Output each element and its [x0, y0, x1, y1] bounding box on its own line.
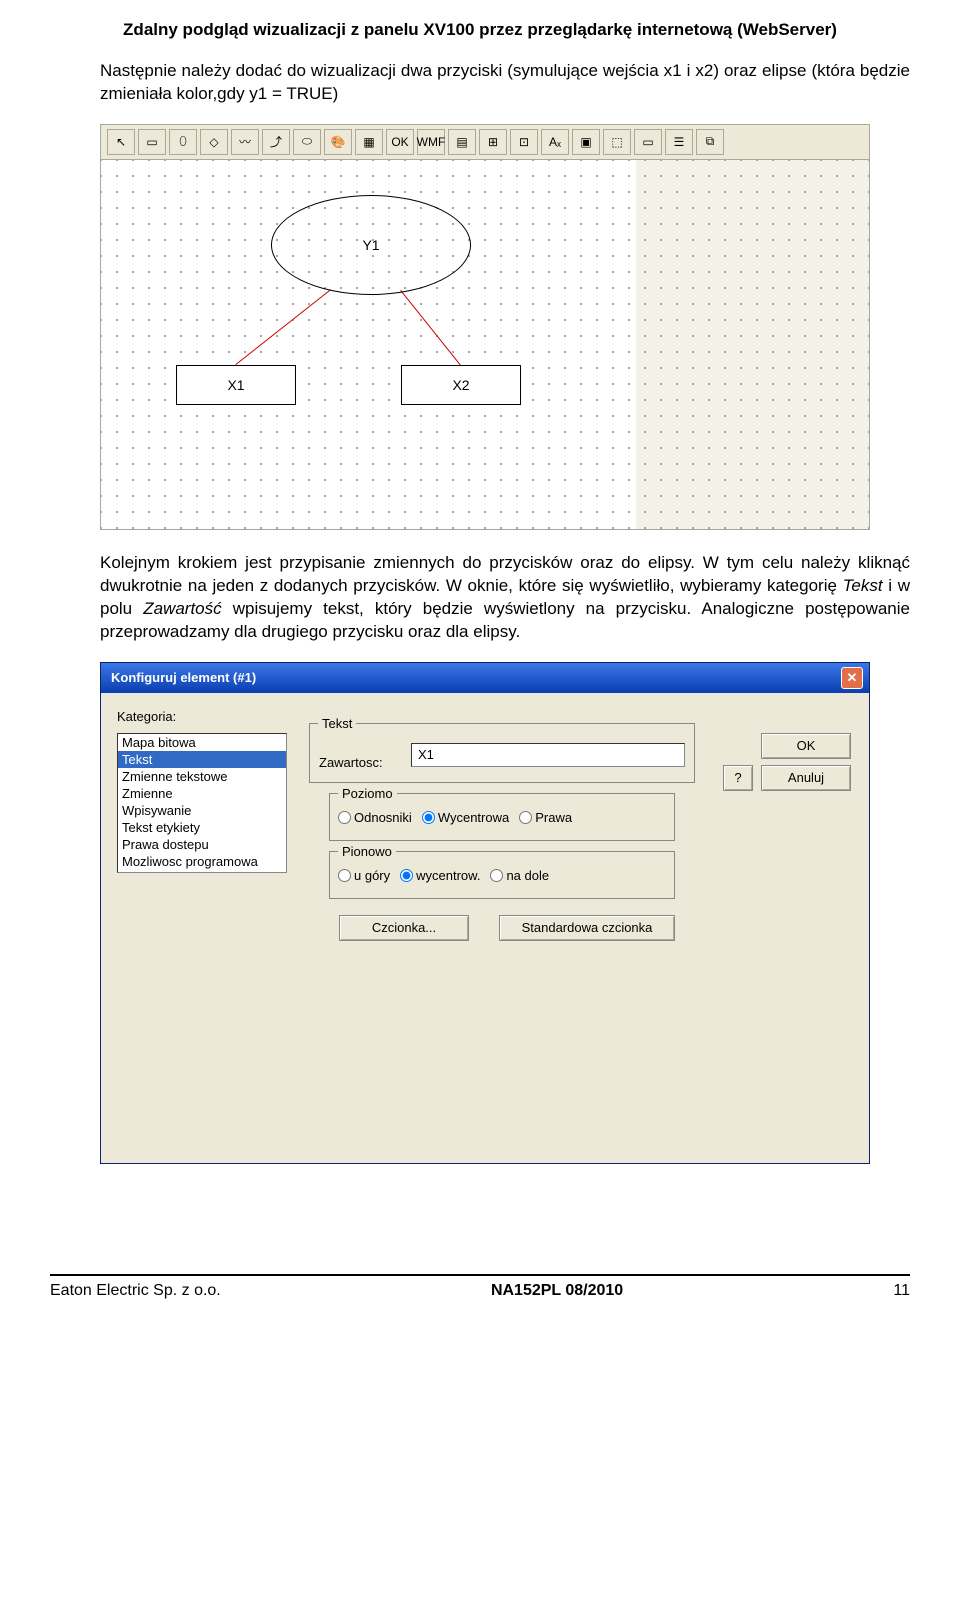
toolbar-btn-10[interactable]: WMF: [417, 129, 445, 155]
page-header: Zdalny podgląd wizualizacji z panelu XV1…: [50, 20, 910, 40]
toolbar-btn-17[interactable]: ▭: [634, 129, 662, 155]
config-dialog: Konfiguruj element (#1) ✕ Kategoria: Map…: [100, 662, 870, 1164]
help-button[interactable]: ?: [723, 765, 753, 791]
radio-poz-0[interactable]: Odnosniki: [338, 810, 412, 825]
pionowo-legend: Pionowo: [338, 844, 396, 859]
dialog-body: Kategoria: Mapa bitowaTekstZmienne tekst…: [101, 693, 869, 1163]
toolbar-btn-7[interactable]: 🎨: [324, 129, 352, 155]
tekst-legend: Tekst: [318, 716, 356, 731]
cancel-button[interactable]: Anuluj: [761, 765, 851, 791]
mid-em2: Zawartość: [143, 599, 221, 618]
footer-center: NA152PL 08/2010: [491, 1282, 623, 1300]
toolbar-btn-18[interactable]: ☰: [665, 129, 693, 155]
category-item[interactable]: Zmienne: [118, 785, 286, 802]
toolbar-btn-1[interactable]: ▭: [138, 129, 166, 155]
radio-pio-1[interactable]: wycentrow.: [400, 868, 480, 883]
dialog-titlebar: Konfiguruj element (#1) ✕: [101, 663, 869, 693]
toolbar-btn-11[interactable]: ▤: [448, 129, 476, 155]
radio-pio-0[interactable]: u góry: [338, 868, 390, 883]
toolbar-btn-9[interactable]: OK: [386, 129, 414, 155]
group-poziomo: Poziomo OdnosnikiWycentrowaPrawa: [329, 793, 675, 841]
poziomo-legend: Poziomo: [338, 786, 397, 801]
footer-right: 11: [893, 1282, 910, 1300]
toolbar-btn-16[interactable]: ⬚: [603, 129, 631, 155]
toolbar-btn-2[interactable]: ⬯: [169, 129, 197, 155]
mid-em1: Tekst: [843, 576, 883, 595]
page-footer: Eaton Electric Sp. z o.o. NA152PL 08/201…: [50, 1274, 910, 1300]
toolbar-btn-19[interactable]: ⧉: [696, 129, 724, 155]
editor-canvas: Y1 X1 X2: [100, 160, 870, 530]
mid-part3: wpisujemy tekst, który będzie wyświetlon…: [100, 599, 910, 641]
button-x1[interactable]: X1: [176, 365, 296, 405]
close-icon[interactable]: ✕: [841, 667, 863, 689]
font-button[interactable]: Czcionka...: [339, 915, 469, 941]
category-item[interactable]: Tekst: [118, 751, 286, 768]
group-pionowo: Pionowo u górywycentrow.na dole: [329, 851, 675, 899]
dialog-title: Konfiguruj element (#1): [111, 670, 256, 685]
button-x2[interactable]: X2: [401, 365, 521, 405]
intro-paragraph: Następnie należy dodać do wizualizacji d…: [100, 60, 910, 106]
radio-poz-1[interactable]: Wycentrowa: [422, 810, 509, 825]
toolbar-btn-0[interactable]: ↖: [107, 129, 135, 155]
category-item[interactable]: Mapa bitowa: [118, 734, 286, 751]
ellipse-y1[interactable]: Y1: [271, 195, 471, 295]
zawartosc-input[interactable]: [411, 743, 685, 767]
footer-left: Eaton Electric Sp. z o.o.: [50, 1282, 221, 1300]
toolbar-btn-8[interactable]: ▦: [355, 129, 383, 155]
toolbar-btn-4[interactable]: 〰: [231, 129, 259, 155]
toolbar-btn-6[interactable]: ⬭: [293, 129, 321, 155]
toolbar-btn-12[interactable]: ⊞: [479, 129, 507, 155]
editor-toolbar: ↖▭⬯◇〰⤴⬭🎨▦OKWMF▤⊞⊡Aₓ▣⬚▭☰⧉: [100, 124, 870, 160]
toolbar-btn-5[interactable]: ⤴: [262, 129, 290, 155]
radio-pio-2[interactable]: na dole: [490, 868, 549, 883]
ok-button[interactable]: OK: [761, 733, 851, 759]
dot-grid: [101, 160, 869, 529]
radio-poz-2[interactable]: Prawa: [519, 810, 572, 825]
category-item[interactable]: Mozliwosc programowa: [118, 853, 286, 870]
toolbar-btn-15[interactable]: ▣: [572, 129, 600, 155]
middle-paragraph: Kolejnym krokiem jest przypisanie zmienn…: [100, 552, 910, 644]
toolbar-btn-14[interactable]: Aₓ: [541, 129, 569, 155]
category-listbox[interactable]: Mapa bitowaTekstZmienne tekstoweZmienneW…: [117, 733, 287, 873]
toolbar-btn-3[interactable]: ◇: [200, 129, 228, 155]
category-label: Kategoria:: [117, 709, 176, 724]
category-item[interactable]: Wpisywanie: [118, 802, 286, 819]
std-font-button[interactable]: Standardowa czcionka: [499, 915, 675, 941]
zawartosc-label: Zawartosc:: [319, 755, 383, 770]
category-item[interactable]: Tekst etykiety: [118, 819, 286, 836]
mid-part1: Kolejnym krokiem jest przypisanie zmienn…: [100, 553, 910, 595]
toolbar-btn-13[interactable]: ⊡: [510, 129, 538, 155]
category-item[interactable]: Prawa dostepu: [118, 836, 286, 853]
category-item[interactable]: Zmienne tekstowe: [118, 768, 286, 785]
